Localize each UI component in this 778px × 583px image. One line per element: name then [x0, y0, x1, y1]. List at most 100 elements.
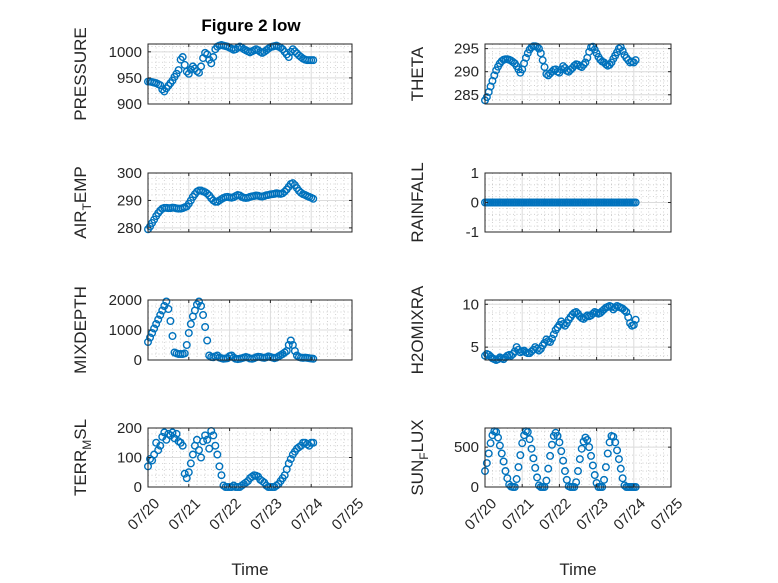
- axes-box: [147, 43, 353, 105]
- data-point: [184, 329, 193, 338]
- data-point: [211, 441, 220, 450]
- y-tick-label: 0: [471, 195, 479, 212]
- data-point: [164, 429, 173, 438]
- data-point: [590, 471, 599, 480]
- data-point: [614, 455, 623, 464]
- data-point: [294, 443, 303, 452]
- y-tick-label: 0: [134, 352, 142, 369]
- y-tick-label: 10: [462, 296, 479, 313]
- data-point: [618, 46, 627, 55]
- data-point: [180, 349, 189, 358]
- data-point: [284, 459, 293, 468]
- data-point: [560, 467, 569, 476]
- y-tick-label: 1: [471, 165, 479, 182]
- data-point: [192, 67, 201, 76]
- data-point: [588, 461, 597, 470]
- data-point: [533, 473, 542, 482]
- data-point: [577, 444, 586, 453]
- data-point: [588, 309, 597, 318]
- axes-box: [484, 43, 672, 105]
- data-point: [618, 474, 627, 483]
- data-point: [172, 429, 181, 438]
- data-point: [290, 347, 299, 356]
- data-point: [544, 464, 553, 473]
- data-point: [557, 447, 566, 456]
- data-point: [534, 44, 543, 53]
- data-point: [531, 463, 540, 472]
- data-point: [290, 47, 299, 56]
- data-point: [549, 330, 558, 339]
- data-point: [152, 320, 161, 329]
- data-point: [631, 198, 640, 207]
- data-point: [587, 451, 596, 460]
- y-tick-label: 285: [454, 87, 479, 104]
- y-axis-label: MIXDEPTH: [71, 286, 90, 374]
- data-point: [258, 477, 267, 486]
- data-point: [497, 449, 506, 458]
- data-point: [160, 428, 169, 437]
- subplot-terr: 0 100 200 07/20 07/21 07/22 07/23 07/24 07/25 Tim…: [71, 419, 367, 579]
- x-tick-label: 07/25: [648, 495, 687, 534]
- axes-box: [484, 299, 672, 361]
- data-point: [523, 427, 532, 436]
- x-tick-label: 07/23: [247, 495, 286, 534]
- data-point: [605, 60, 614, 69]
- y-tick-label: 290: [117, 192, 142, 209]
- x-tick-label: 07/20: [125, 495, 164, 534]
- data-point: [199, 311, 208, 320]
- x-tick-label: 07/20: [462, 495, 501, 534]
- data-point: [494, 355, 503, 364]
- y-tick-label: 1000: [109, 322, 142, 339]
- data-point: [575, 455, 584, 464]
- data-point: [286, 336, 295, 345]
- x-tick-label: 07/24: [288, 495, 327, 534]
- data-point: [579, 60, 588, 69]
- data-point: [180, 60, 189, 69]
- data-point: [629, 58, 638, 67]
- data-point: [203, 435, 212, 444]
- data-point: [209, 431, 218, 440]
- data-point: [555, 438, 564, 447]
- x-tick-label: 07/21: [165, 495, 204, 534]
- data-point: [194, 446, 203, 455]
- data-point: [180, 469, 189, 478]
- subplot-air: 280 290 300 AIRTEMP: [71, 165, 353, 239]
- data-point: [518, 439, 527, 448]
- x-tick-label: 07/25: [329, 495, 368, 534]
- data-point: [581, 58, 590, 67]
- data-point: [490, 71, 499, 80]
- data-point: [166, 317, 175, 326]
- data-point: [501, 467, 510, 476]
- data-point: [622, 308, 631, 317]
- data-point: [203, 336, 212, 345]
- y-tick-label: -1: [466, 224, 479, 241]
- y-tick-label: 900: [117, 96, 142, 113]
- data-point: [486, 439, 495, 448]
- y-axis-label: AIRTEMP: [71, 166, 94, 239]
- y-axis-label: TERRMSL: [71, 419, 94, 496]
- data-point: [559, 320, 568, 329]
- data-point: [525, 435, 534, 444]
- data-point: [197, 62, 206, 71]
- data-point: [174, 437, 183, 446]
- data-point: [499, 457, 508, 466]
- data-point: [533, 344, 542, 353]
- data-point: [150, 450, 159, 459]
- subplot-h2omixra: 5 10 H2OMIXRA: [408, 285, 672, 374]
- data-point: [620, 306, 629, 315]
- data-point: [529, 454, 538, 463]
- y-tick-label: 2000: [109, 292, 142, 309]
- figure-title: Figure 2 low: [201, 16, 301, 35]
- data-point: [164, 305, 173, 314]
- y-axis-label: SUNFLUX: [408, 419, 431, 495]
- data-point: [514, 463, 523, 472]
- subplot-pressure: 900 950 1000 PRESSURE: [71, 27, 353, 121]
- data-point: [184, 468, 193, 477]
- data-point: [215, 462, 224, 471]
- data-point: [168, 332, 177, 341]
- y-tick-label: 500: [454, 439, 479, 456]
- data-point: [205, 444, 214, 453]
